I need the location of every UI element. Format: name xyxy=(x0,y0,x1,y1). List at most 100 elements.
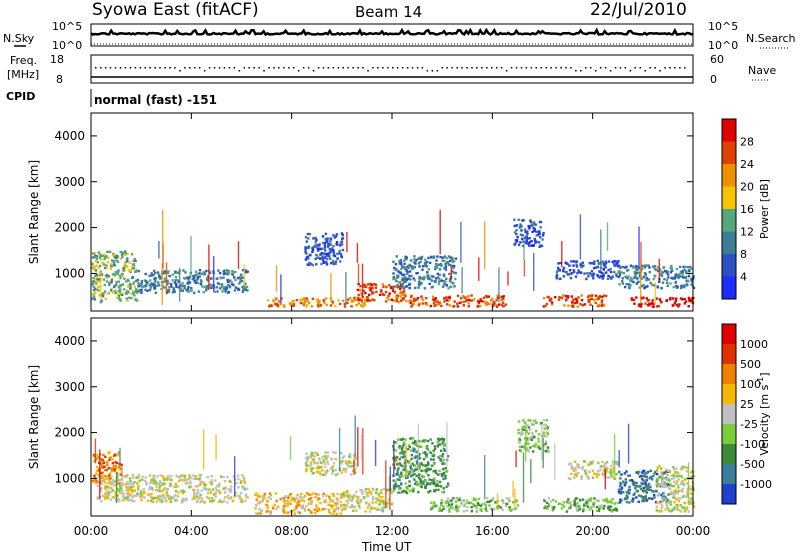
echo-cell xyxy=(441,490,444,494)
echo-streak xyxy=(280,274,282,304)
echo-cell xyxy=(655,297,658,300)
echo-cell xyxy=(538,230,541,233)
echo-cell xyxy=(332,252,336,255)
echo-cell xyxy=(651,283,654,287)
echo-cell xyxy=(223,286,226,289)
echo-cell xyxy=(529,428,532,432)
echo-cell xyxy=(292,304,295,307)
echo-cell xyxy=(415,462,419,465)
echo-cell xyxy=(456,305,460,308)
echo-cell xyxy=(574,301,577,305)
echo-cell xyxy=(91,262,94,266)
echo-cell xyxy=(119,276,122,280)
echo-cell xyxy=(519,445,522,448)
echo-cell xyxy=(665,503,668,507)
echo-cell xyxy=(616,501,620,504)
echo-cell xyxy=(569,501,572,504)
echo-cell xyxy=(683,510,687,513)
echo-cell xyxy=(121,253,124,256)
echo-cell xyxy=(442,471,446,475)
echo-cell xyxy=(174,282,178,286)
echo-cell xyxy=(675,503,678,507)
echo-cell xyxy=(394,480,397,484)
echo-streak xyxy=(478,257,480,281)
echo-cell xyxy=(206,476,210,479)
freq-dot xyxy=(456,67,458,69)
echo-cell xyxy=(148,284,151,287)
echo-cell xyxy=(419,260,422,264)
echo-cell xyxy=(534,241,537,244)
echo-cell xyxy=(570,467,573,470)
echo-cell xyxy=(156,271,160,274)
echo-cell xyxy=(172,496,175,499)
echo-cell xyxy=(601,260,604,263)
echo-cell xyxy=(295,507,298,510)
echo-cell xyxy=(352,509,355,512)
echo-cell xyxy=(600,304,603,307)
echo-cell xyxy=(436,300,439,303)
echo-cell xyxy=(203,273,206,276)
freq-dot xyxy=(639,67,641,69)
echo-cell xyxy=(656,286,660,289)
echo-cell xyxy=(481,300,484,303)
echo-cell xyxy=(442,280,445,283)
echo-cell xyxy=(109,498,113,501)
echo-cell xyxy=(674,489,677,492)
echo-cell xyxy=(334,451,337,454)
echo-cell xyxy=(378,293,382,296)
colorbar-tick-label: -100 xyxy=(740,438,765,451)
echo-cell xyxy=(529,220,533,224)
echo-cell xyxy=(686,482,689,485)
echo-cell xyxy=(148,488,151,491)
echo-cell xyxy=(619,492,623,495)
echo-cell xyxy=(232,475,236,478)
echo-cell xyxy=(385,506,388,509)
echo-cell xyxy=(120,482,123,485)
echo-cell xyxy=(210,482,213,486)
echo-cell xyxy=(564,298,568,301)
echo-cell xyxy=(286,504,290,507)
echo-cell xyxy=(383,506,386,509)
echo-cell xyxy=(226,494,230,498)
echo-cell xyxy=(413,482,417,486)
echo-cell xyxy=(94,274,97,277)
echo-cell xyxy=(499,506,502,509)
echo-cell xyxy=(221,290,224,293)
colorbar-tick-label: -25 xyxy=(740,418,758,431)
echo-cell xyxy=(650,475,653,479)
freq-dot xyxy=(515,67,518,69)
echo-cell xyxy=(162,483,165,486)
echo-cell xyxy=(660,483,664,486)
echo-cell xyxy=(195,492,198,495)
echo-cell xyxy=(588,272,592,275)
echo-cell xyxy=(222,270,225,273)
echo-cell xyxy=(382,502,386,506)
echo-cell xyxy=(440,264,443,267)
echo-cell xyxy=(607,476,610,479)
echo-cell xyxy=(161,494,164,497)
echo-cell xyxy=(219,475,223,478)
echo-cell xyxy=(321,473,325,476)
echo-cell xyxy=(430,478,434,482)
echo-cell xyxy=(423,287,427,290)
echo-cell xyxy=(624,478,627,481)
echo-cell xyxy=(120,468,123,471)
echo-cell xyxy=(416,481,419,484)
echo-cell xyxy=(388,298,391,301)
echo-cell xyxy=(533,435,536,439)
freq-dot xyxy=(322,67,325,69)
echo-cell xyxy=(688,487,692,491)
echo-cell xyxy=(407,266,410,270)
echo-cell xyxy=(640,474,643,478)
echo-cell xyxy=(133,499,136,503)
echo-cell xyxy=(133,481,136,484)
echo-cell xyxy=(527,437,531,440)
echo-cell xyxy=(577,269,580,272)
echo-cell xyxy=(645,476,648,479)
echo-cell xyxy=(207,497,211,500)
echo-cell xyxy=(309,510,312,513)
echo-cell xyxy=(186,482,189,485)
echo-cell xyxy=(288,502,291,505)
echo-cell xyxy=(325,240,329,243)
echo-cell xyxy=(575,265,579,268)
